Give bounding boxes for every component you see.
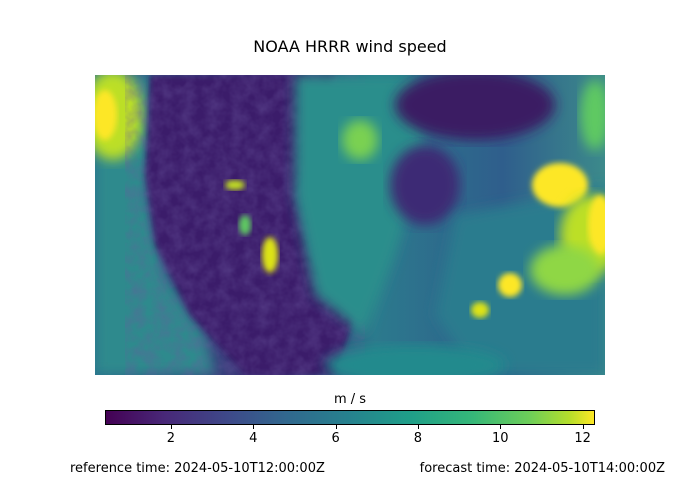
- colorbar-tick: [170, 425, 172, 429]
- reference-time: reference time: 2024-05-10T12:00:00Z: [70, 461, 325, 476]
- colorbar-tick: [253, 425, 255, 429]
- colorbar-tick: [335, 425, 337, 429]
- colorbar-tick: [582, 425, 584, 429]
- colorbar-tick-label: 12: [574, 431, 591, 446]
- wind-speed-field: [95, 75, 605, 375]
- colorbar-tick-label: 10: [492, 431, 509, 446]
- colorbar-tick-label: 2: [166, 431, 176, 446]
- colorbar-tick: [417, 425, 419, 429]
- chart-title: NOAA HRRR wind speed: [253, 37, 447, 56]
- colorbar: [105, 410, 595, 425]
- colorbar-label: m / s: [333, 392, 367, 407]
- forecast-time: forecast time: 2024-05-10T14:00:00Z: [419, 461, 665, 476]
- colorbar-tick-label: 8: [413, 431, 423, 446]
- colorbar-tick: [500, 425, 502, 429]
- colorbar-tick-label: 4: [249, 431, 258, 446]
- colorbar-tick-label: 6: [331, 431, 340, 446]
